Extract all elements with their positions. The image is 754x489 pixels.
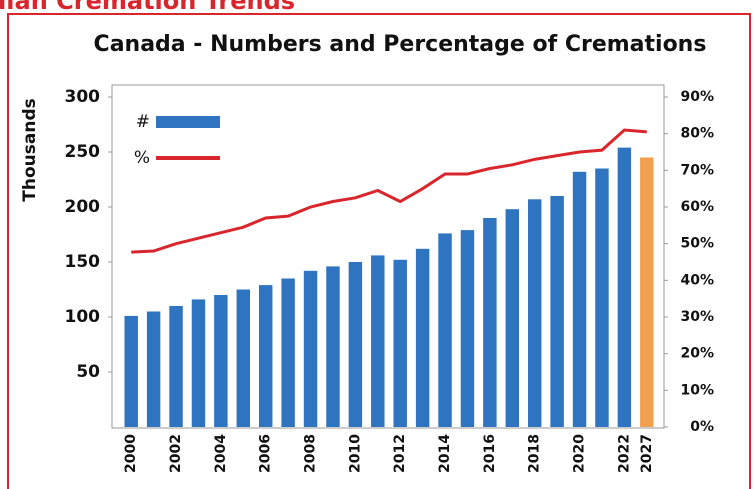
y-axis-label: Thousands bbox=[20, 98, 40, 201]
bar bbox=[460, 230, 475, 427]
bar bbox=[236, 289, 251, 427]
bar bbox=[483, 218, 497, 427]
bar bbox=[303, 270, 318, 427]
x-tick-label: 2004 bbox=[213, 434, 229, 473]
y2-tick-label: 50% bbox=[680, 236, 714, 252]
x-tick-label: 2018 bbox=[527, 434, 543, 473]
bar bbox=[371, 255, 385, 427]
y-tick-label: 150 bbox=[65, 252, 101, 272]
legend-swatch bbox=[156, 116, 220, 128]
x-tick-label: 2016 bbox=[482, 434, 498, 473]
bar bbox=[146, 311, 161, 427]
bar bbox=[191, 299, 206, 427]
y2-tick-label: 40% bbox=[680, 272, 714, 288]
y-tick-label: 100 bbox=[65, 307, 101, 327]
x-tick-label: 2027 bbox=[639, 434, 655, 473]
y-tick-label: 300 bbox=[65, 87, 101, 107]
x-tick-label: 2010 bbox=[347, 434, 363, 473]
x-tick-label: 2008 bbox=[303, 434, 319, 473]
x-tick-label: 2006 bbox=[258, 434, 274, 473]
y2-tick-label: 30% bbox=[680, 309, 714, 325]
y2-tick-label: 70% bbox=[680, 162, 714, 178]
bar bbox=[214, 295, 228, 427]
bar bbox=[415, 248, 430, 427]
y2-tick-label: 0% bbox=[690, 419, 714, 435]
x-tick-label: 2012 bbox=[392, 434, 408, 473]
y-tick-label: 50 bbox=[76, 362, 100, 382]
bar bbox=[595, 168, 609, 427]
bar bbox=[169, 306, 183, 427]
y2-tick-label: 10% bbox=[680, 382, 714, 398]
bar bbox=[438, 233, 452, 427]
x-tick-label: 2000 bbox=[123, 434, 139, 473]
x-tick-label: 2020 bbox=[572, 434, 588, 473]
line bbox=[131, 128, 647, 254]
x-tick-label: 2022 bbox=[616, 434, 632, 473]
legend-label: # bbox=[136, 112, 150, 132]
bar bbox=[527, 199, 542, 427]
x-tick-label: 2002 bbox=[168, 434, 184, 473]
plot-frame bbox=[111, 84, 665, 429]
y2-tick-label: 90% bbox=[680, 89, 714, 105]
bar bbox=[281, 278, 295, 427]
bar bbox=[258, 285, 273, 427]
outer-frame bbox=[7, 13, 751, 489]
bar bbox=[572, 171, 587, 427]
y-tick-label: 200 bbox=[65, 197, 101, 217]
bar bbox=[348, 262, 363, 427]
bar bbox=[550, 196, 564, 427]
bar bbox=[640, 157, 654, 427]
bar bbox=[617, 147, 632, 427]
bar bbox=[326, 266, 340, 427]
chart-title: Canada - Numbers and Percentage of Crema… bbox=[94, 32, 707, 57]
bar bbox=[505, 209, 520, 427]
y2-tick-label: 80% bbox=[680, 126, 714, 142]
y2-tick-label: 20% bbox=[680, 346, 714, 362]
y-tick-label: 250 bbox=[65, 142, 101, 162]
y2-tick-label: 60% bbox=[680, 199, 714, 215]
bar bbox=[124, 315, 138, 427]
x-tick-label: 2014 bbox=[437, 434, 453, 473]
bar bbox=[393, 259, 407, 427]
page-heading: Canadian Cremation Trends bbox=[0, 0, 295, 15]
legend-label: % bbox=[134, 148, 150, 168]
